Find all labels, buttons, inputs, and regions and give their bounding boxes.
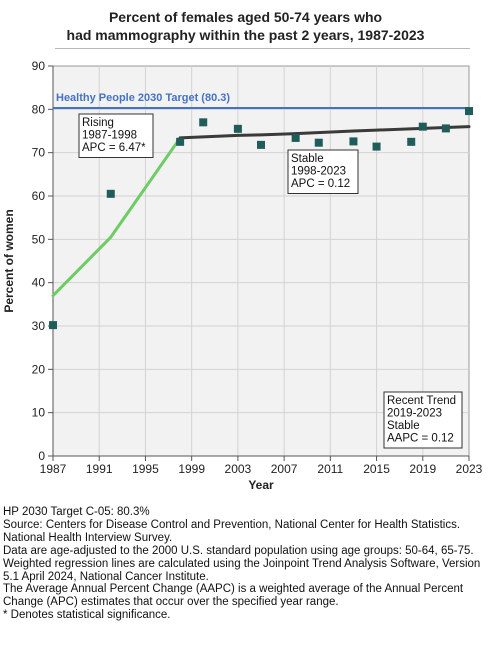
data-point	[199, 118, 208, 127]
annotation-text: Stable	[387, 420, 420, 432]
annotation-box	[383, 391, 463, 449]
title-divider	[55, 48, 470, 49]
trend-line-rising	[51, 136, 182, 298]
annotation-text: 2019-2023	[387, 408, 442, 420]
trend-line-stable	[178, 125, 471, 140]
data-point	[465, 107, 473, 116]
chart-title: Percent of females aged 50-74 years who …	[0, 8, 491, 44]
x-axis-title: Year	[248, 478, 274, 492]
data-point	[372, 142, 381, 151]
annotation-box	[78, 113, 154, 158]
note-age-adjust: Data are age-adjusted to the 2000 U.S. s…	[3, 544, 474, 557]
data-point	[291, 133, 300, 142]
y-tick-label: 0	[38, 449, 45, 463]
y-tick-label: 10	[32, 406, 46, 420]
annotation-text: Stable	[291, 153, 324, 165]
x-tick-label: 1991	[86, 462, 113, 476]
annotation-text: APC = 0.12	[291, 178, 350, 190]
annotation-text: AAPC = 0.12	[387, 433, 454, 445]
target-label: Healthy People 2030 Target (80.3)	[56, 92, 230, 104]
y-tick-label: 70	[32, 146, 46, 160]
note-source: Source: Centers for Disease Control and …	[3, 518, 461, 544]
x-tick-label: 2015	[363, 462, 390, 476]
chart-title-line-1: Percent of females aged 50-74 years who	[108, 9, 383, 25]
x-tick-label: 2003	[225, 462, 252, 476]
annotation-box	[287, 149, 359, 194]
y-tick-label: 60	[32, 189, 46, 203]
note-regression: Weighted regression lines are calculated…	[3, 557, 481, 583]
x-tick-label: 1995	[132, 462, 159, 476]
data-point	[441, 124, 450, 133]
annotation-text: APC = 6.47*	[82, 142, 146, 154]
note-target: HP 2030 Target C-05: 80.3%	[3, 506, 150, 518]
mammography-chart: 0 10 20 30 40 50 60 70 80 90 1987 1991 1995 1999 2003 2…	[2, 59, 483, 492]
annotation-text: 1987-1998	[82, 130, 137, 142]
data-point	[176, 137, 185, 146]
x-tick-label: 2007	[271, 462, 298, 476]
annotation-text: Rising	[82, 117, 114, 129]
annotation-text: Recent Trend	[387, 395, 456, 407]
x-tick-label: 1999	[178, 462, 205, 476]
data-point	[418, 122, 427, 131]
data-point	[257, 140, 265, 149]
annotation-text: 1998-2023	[291, 166, 346, 178]
data-point	[106, 189, 115, 198]
data-point	[49, 321, 57, 330]
y-tick-label: 30	[32, 319, 46, 333]
data-point	[349, 137, 358, 146]
y-tick-label: 50	[32, 232, 46, 246]
data-point	[407, 137, 416, 146]
data-point	[233, 124, 242, 133]
x-tick-label: 2019	[409, 462, 436, 476]
y-tick-label: 80	[32, 102, 46, 116]
chart-title-line-2: had mammography within the past 2 years,…	[66, 27, 425, 43]
x-tick-label: 1987	[40, 462, 67, 476]
note-significance: * Denotes statistical significance.	[3, 609, 171, 622]
chart-notes: HP 2030 Target C-05: 80.3% Source: Cente…	[3, 506, 489, 622]
note-aapc: The Average Annual Percent Change (AAPC)…	[3, 583, 464, 609]
x-tick-label: 2023	[456, 462, 483, 476]
data-point	[314, 138, 323, 147]
y-tick-label: 40	[32, 276, 46, 290]
x-tick-label: 2011	[317, 462, 343, 476]
y-tick-label: 90	[32, 59, 46, 73]
y-axis-title: Percent of women	[2, 209, 16, 312]
y-tick-label: 20	[32, 362, 46, 376]
